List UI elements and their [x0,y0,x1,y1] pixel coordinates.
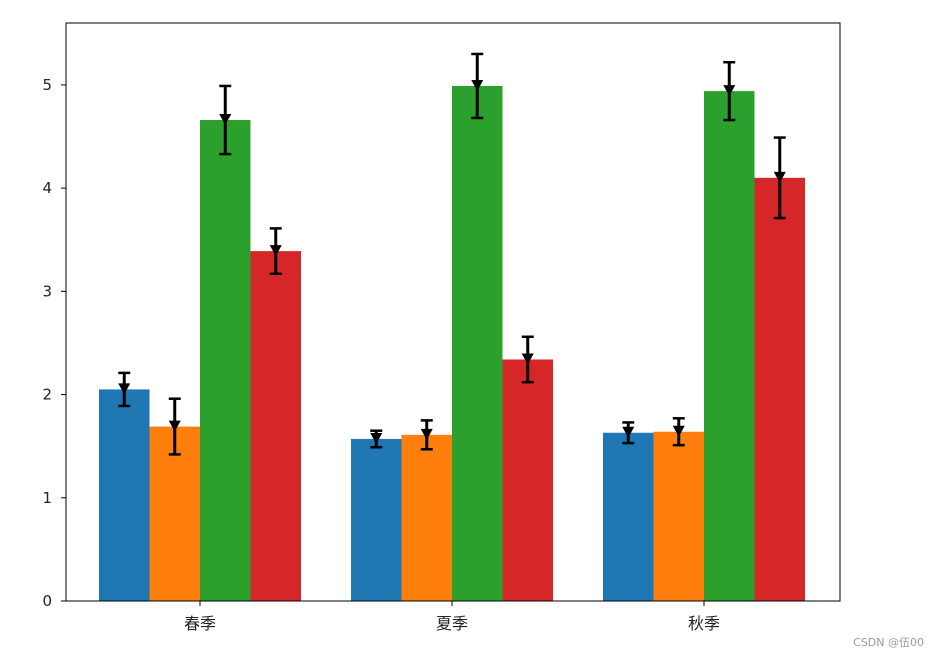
x-tick-label: 春季 [184,614,216,633]
error-bars-layer [118,52,786,456]
bar [200,120,251,602]
bar [603,432,654,601]
mean-marker [118,383,131,395]
bar [502,359,553,601]
error-bar [723,60,736,122]
plot-area-frame [65,22,841,602]
y-tick-label: 2 [42,386,52,404]
mean-marker [471,79,484,91]
bar [653,431,704,601]
error-bar [168,397,181,456]
error-bar [521,335,534,384]
y-tick-label: 1 [42,489,52,507]
bar [754,177,805,602]
error-bar [269,227,282,276]
bar [99,389,150,601]
y-axis: 0 1 2 3 4 5 [42,76,66,610]
error-bar [219,84,232,156]
bar [401,434,452,601]
bar [351,438,402,601]
x-tick-label: 夏季 [436,614,468,633]
mean-marker [672,425,685,437]
mean-marker [622,426,635,438]
watermark: CSDN @伍00 [853,636,924,649]
mean-marker [269,245,282,257]
bar [704,91,755,601]
error-bar [420,419,433,451]
bar [250,251,301,601]
x-tick-label: 秋季 [688,614,720,633]
mean-marker [723,85,736,97]
mean-marker [773,171,786,183]
mean-marker [420,428,433,440]
y-tick-label: 0 [42,592,52,610]
error-bar [471,52,484,120]
error-bar [118,371,131,408]
error-bar [773,136,786,220]
bars-layer [99,85,805,602]
mean-marker [521,353,534,365]
mean-marker [219,114,232,126]
error-bar [370,429,383,449]
error-bar [622,421,635,445]
error-bar [672,417,685,447]
x-axis: 春季 夏季 秋季 [184,601,720,633]
mean-marker [168,420,181,432]
bar [452,85,503,602]
y-tick-label: 3 [42,282,52,300]
mean-marker [370,432,383,444]
y-tick-label: 5 [42,76,52,94]
y-tick-label: 4 [42,179,52,197]
